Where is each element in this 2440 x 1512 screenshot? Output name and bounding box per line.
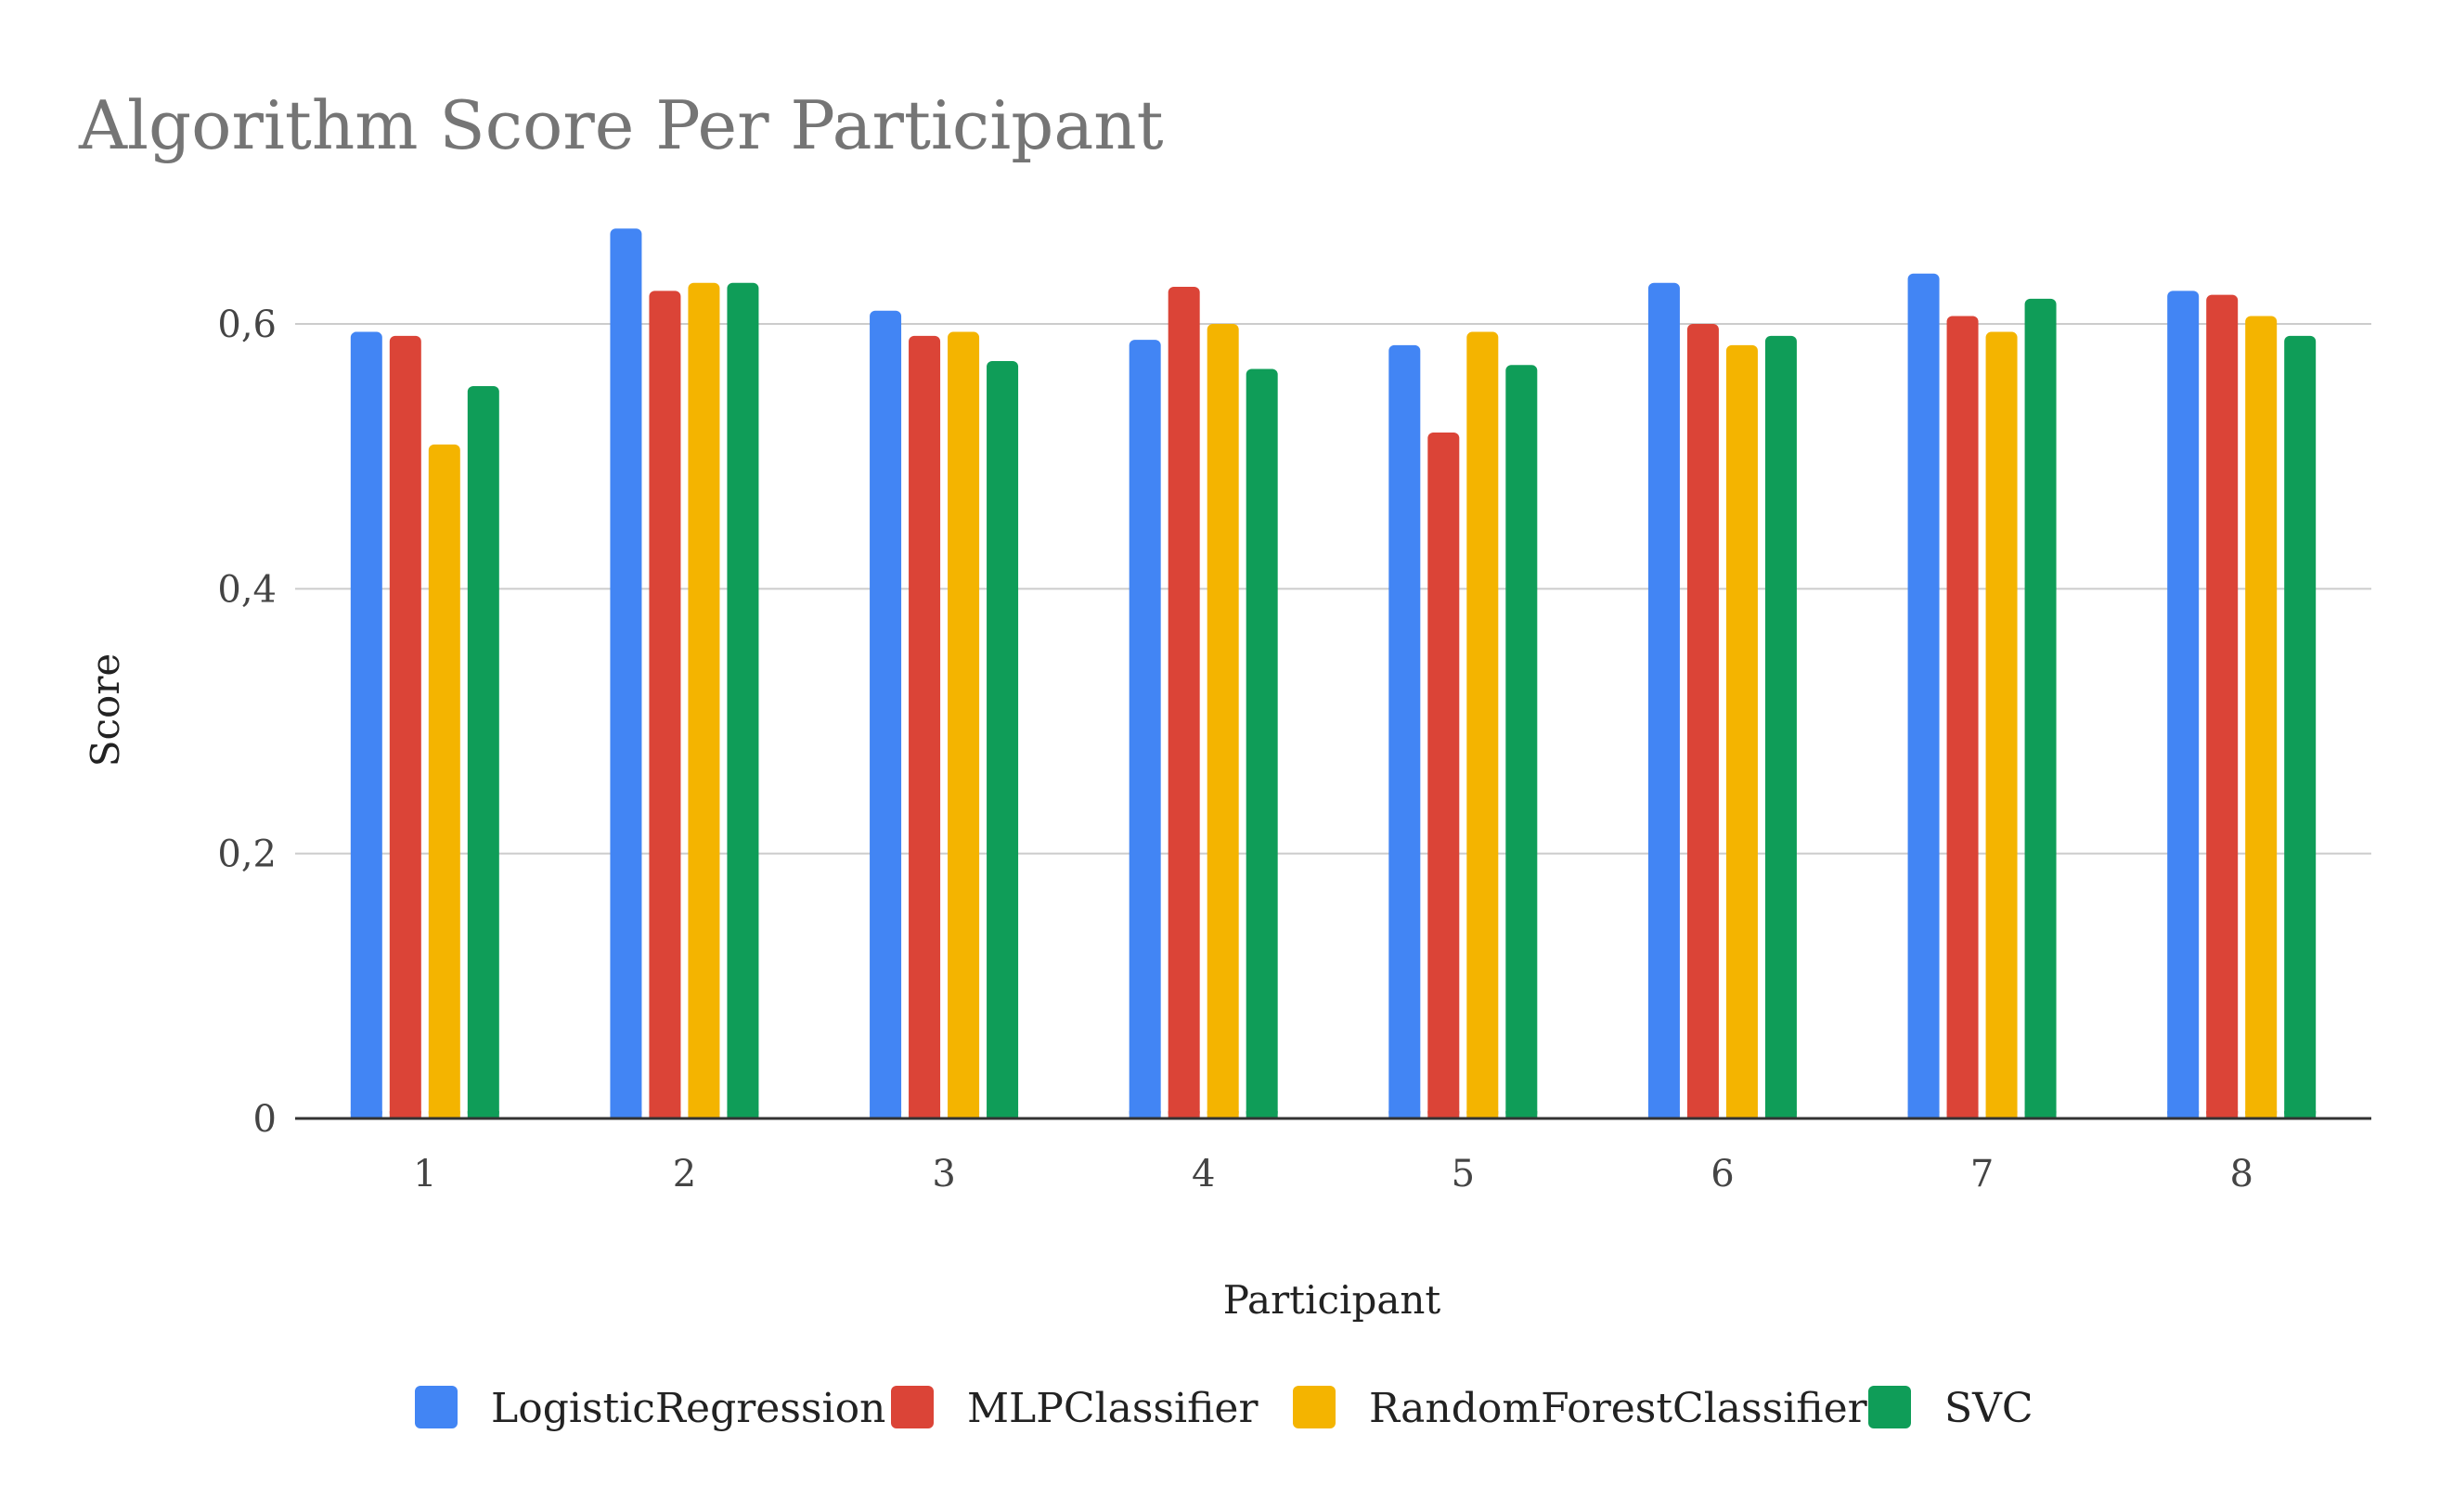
bar-base [688,1111,720,1118]
legend-swatch [415,1386,458,1428]
bar [2284,335,2317,1119]
legend-label: MLPClassifier [967,1385,1259,1432]
y-tick-label: 0,6 [217,304,277,346]
bar [610,228,642,1118]
y-axis-ticks: 0 0,2 0,4 0,6 [217,304,277,1141]
x-axis-ticks: 1 2 3 4 5 6 7 8 [413,1153,2253,1195]
bar-base [428,1111,460,1118]
bar-base [1946,1111,1979,1118]
bar [1907,273,1940,1119]
legend-label: RandomForestClassifier [1369,1385,1868,1432]
bar-base [909,1111,941,1118]
bar-base [870,1111,902,1118]
bar [1725,344,1758,1118]
bar [1466,331,1499,1118]
bar-base [1427,1111,1460,1118]
x-tick-label: 5 [1452,1153,1475,1195]
bar [1427,432,1460,1118]
bar-base [2167,1111,2200,1118]
bar [1129,340,1161,1118]
bar [948,331,980,1118]
x-tick-label: 8 [2229,1153,2253,1195]
bar [870,310,902,1118]
bar [389,335,421,1119]
bar-base [987,1111,1019,1118]
bar [1168,287,1200,1118]
bar-base [2284,1111,2317,1118]
bar [688,282,720,1119]
legend-swatch [1293,1386,1336,1428]
bar [727,282,759,1119]
x-tick-label: 6 [1711,1153,1734,1195]
bar-base [1686,1111,1719,1118]
bar [1246,368,1278,1118]
bar [428,444,460,1118]
bar-base [1207,1111,1239,1118]
bar [909,335,941,1119]
bar [2245,316,2278,1118]
bar [1686,324,1719,1118]
bar-base [1725,1111,1758,1118]
y-tick-label: 0,2 [217,834,277,876]
bar-base [2245,1111,2278,1118]
y-tick-label: 0,4 [217,568,277,611]
bar [1388,344,1421,1118]
y-axis-title: Score [83,653,128,768]
bar-base [389,1111,421,1118]
bar [1764,335,1797,1119]
bar-base [1764,1111,1797,1118]
bar-base [1129,1111,1161,1118]
bar-base [1246,1111,1278,1118]
bar-base [1647,1111,1680,1118]
gridlines [295,323,2371,855]
bar-base [2206,1111,2239,1118]
legend-label: SVC [1944,1385,2033,1432]
bar-base [948,1111,980,1118]
bar-base [1505,1111,1538,1118]
x-tick-label: 1 [413,1153,436,1195]
legend: LogisticRegression MLPClassifier RandomFor… [415,1385,2033,1432]
bar [350,331,382,1118]
legend-swatch [891,1386,934,1428]
bar [467,386,499,1118]
x-tick-label: 3 [932,1153,955,1195]
bars [350,228,2317,1119]
bar [2024,298,2057,1119]
chart-title: Algorithm Score Per Participant [78,86,1164,164]
bar-base [1388,1111,1421,1118]
bar-base [610,1111,642,1118]
bar-base [1466,1111,1499,1118]
legend-swatch [1868,1386,1911,1428]
x-tick-label: 4 [1192,1153,1215,1195]
bar [1647,282,1680,1119]
bar-base [649,1111,681,1118]
y-tick-label: 0 [253,1098,277,1141]
bar [987,360,1019,1118]
x-tick-label: 2 [673,1153,696,1195]
bar [2206,294,2239,1118]
bar-base [1168,1111,1200,1118]
bar-base [2024,1111,2057,1118]
bar [2167,291,2200,1118]
bar-base [467,1111,499,1118]
bar-base [1985,1111,2018,1118]
legend-label: LogisticRegression [491,1385,885,1432]
bar [1985,331,2018,1118]
bar-base [350,1111,382,1118]
x-axis-title: Participant [1223,1277,1441,1323]
bar [1505,365,1538,1118]
bar-base [727,1111,759,1118]
bar [1207,324,1239,1118]
bar [649,291,681,1118]
bar-base [1907,1111,1940,1118]
x-tick-label: 7 [1970,1153,1994,1195]
bar [1946,316,1979,1118]
